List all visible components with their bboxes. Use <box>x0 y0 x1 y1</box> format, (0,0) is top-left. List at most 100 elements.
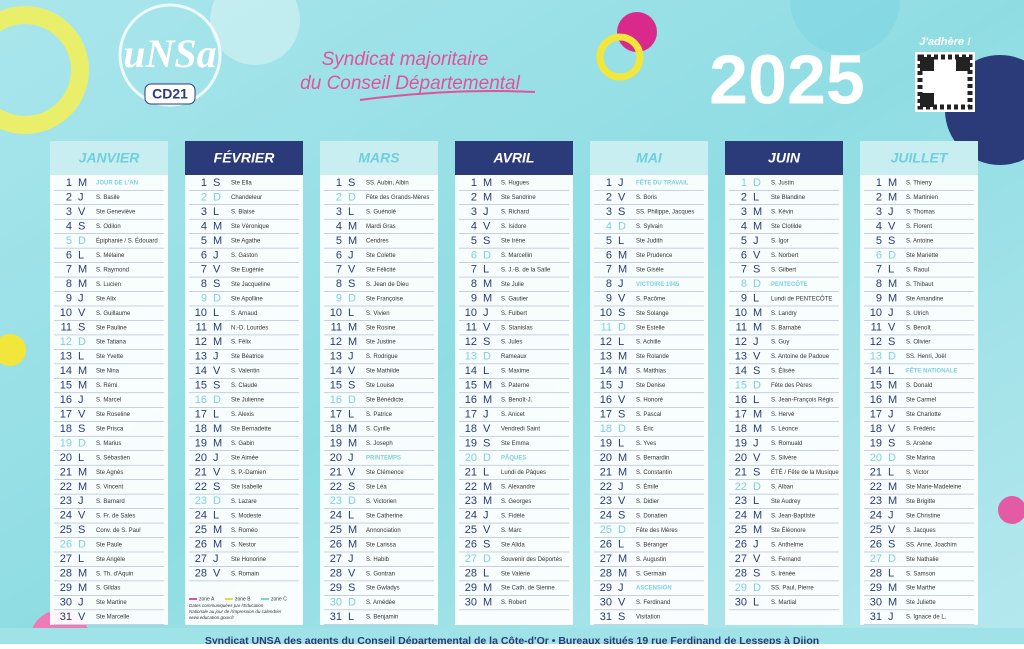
saint-name: Ste Clotilde <box>771 224 802 230</box>
day-letter: S <box>348 379 355 391</box>
day-letter: S <box>618 510 625 522</box>
saint-name: S. Lazare <box>231 499 257 505</box>
saint-name: Ste Irène <box>501 238 526 244</box>
saint-name: PENTECÔTE <box>771 280 808 288</box>
saint-name: S. Donatien <box>636 513 667 519</box>
day-number: 19 <box>60 437 72 449</box>
day-letter: M <box>753 307 762 319</box>
day-number: 28 <box>195 568 207 580</box>
day-letter: M <box>753 322 762 334</box>
day-number: 8 <box>606 278 612 290</box>
day-number: 6 <box>471 249 477 261</box>
day-number: 26 <box>870 539 882 551</box>
day-letter: L <box>213 408 219 420</box>
day-letter: J <box>213 553 219 565</box>
day-letter: M <box>888 293 897 305</box>
day-number: 14 <box>60 365 72 377</box>
day-number: 5 <box>741 235 747 247</box>
saint-name: Ste Estelle <box>636 325 665 331</box>
day-letter: S <box>483 235 490 247</box>
day-letter: V <box>888 423 896 435</box>
day-number: 15 <box>60 379 72 391</box>
saint-name: S. Silvère <box>771 456 797 462</box>
day-number: 12 <box>870 336 882 348</box>
month-column <box>860 141 978 625</box>
day-number: 17 <box>600 408 612 420</box>
saint-name: S. Alban <box>771 484 793 490</box>
day-letter: V <box>753 249 761 261</box>
saint-name: Mardi Gras <box>366 224 396 230</box>
day-letter: M <box>618 365 627 377</box>
legend-note: Nationale au jour de l'impression du cal… <box>189 609 282 614</box>
day-number: 8 <box>741 278 747 290</box>
saint-name: Ste Carmel <box>906 398 936 404</box>
saint-name: SS. Philippe, Jacques <box>636 210 694 216</box>
day-letter: L <box>348 611 354 623</box>
month-header <box>725 141 843 175</box>
day-number: 21 <box>735 466 747 478</box>
day-letter: D <box>888 351 896 363</box>
day-letter: D <box>618 220 626 232</box>
day-number: 5 <box>201 235 207 247</box>
saint-name: S. Béranger <box>636 542 668 548</box>
day-letter: L <box>348 510 354 522</box>
day-letter: M <box>618 452 627 464</box>
saint-name: S. Blaise <box>231 210 255 216</box>
day-number: 28 <box>465 568 477 580</box>
day-number: 7 <box>876 264 882 276</box>
day-letter: V <box>618 495 626 507</box>
day-number: 7 <box>336 264 342 276</box>
day-letter: D <box>348 597 356 609</box>
saint-name: S. Matthias <box>636 369 666 375</box>
saint-name: S. Alexis <box>231 412 254 418</box>
day-letter: S <box>618 206 625 218</box>
day-number: 7 <box>201 264 207 276</box>
day-letter: S <box>753 365 760 377</box>
day-letter: D <box>483 351 491 363</box>
saint-name: Ste Aimée <box>231 456 259 462</box>
saint-name: S. Nestor <box>231 542 256 548</box>
day-letter: J <box>348 249 354 261</box>
day-number: 6 <box>741 249 747 261</box>
day-letter: M <box>348 423 357 435</box>
saint-name: S. Hugues <box>501 181 529 187</box>
day-letter: L <box>888 264 894 276</box>
day-number: 31 <box>600 611 612 623</box>
day-number: 21 <box>60 466 72 478</box>
decor <box>790 0 900 55</box>
saint-name: S. Olivier <box>906 340 930 346</box>
day-letter: V <box>348 568 356 580</box>
day-letter: L <box>483 466 489 478</box>
saint-name: S. Jacques <box>906 528 936 534</box>
day-number: 16 <box>600 394 612 406</box>
day-number: 22 <box>600 481 612 493</box>
saint-name: S. Hervé <box>771 412 795 418</box>
day-letter: J <box>618 278 624 290</box>
day-letter: L <box>78 249 84 261</box>
day-letter: D <box>888 249 896 261</box>
day-letter: S <box>618 611 625 623</box>
month-name: JUIN <box>768 150 801 166</box>
day-number: 26 <box>600 539 612 551</box>
saint-name: Fête des Grands-Mères <box>366 195 429 201</box>
day-number: 11 <box>601 322 612 334</box>
saint-name: Ste Félicité <box>366 267 396 273</box>
saint-name: S. Fr. de Sales <box>96 513 135 519</box>
saint-name: S. Benoît-J. <box>501 398 533 404</box>
saint-name: Lundi de Pâques <box>501 470 546 476</box>
saint-name: S. Jean-Baptiste <box>771 513 816 519</box>
day-number: 15 <box>465 379 477 391</box>
saint-name: S. Antoine <box>906 238 934 244</box>
day-letter: M <box>348 235 357 247</box>
saint-name: VICTOIRE 1945 <box>636 282 680 288</box>
day-letter: M <box>753 524 762 536</box>
day-letter: J <box>78 394 84 406</box>
underline <box>359 90 536 101</box>
day-letter: S <box>753 466 760 478</box>
day-number: 25 <box>465 524 477 536</box>
day-letter: M <box>78 466 87 478</box>
day-number: 28 <box>60 568 72 580</box>
day-number: 21 <box>465 466 477 478</box>
day-letter: S <box>213 278 220 290</box>
day-number: 22 <box>870 481 882 493</box>
